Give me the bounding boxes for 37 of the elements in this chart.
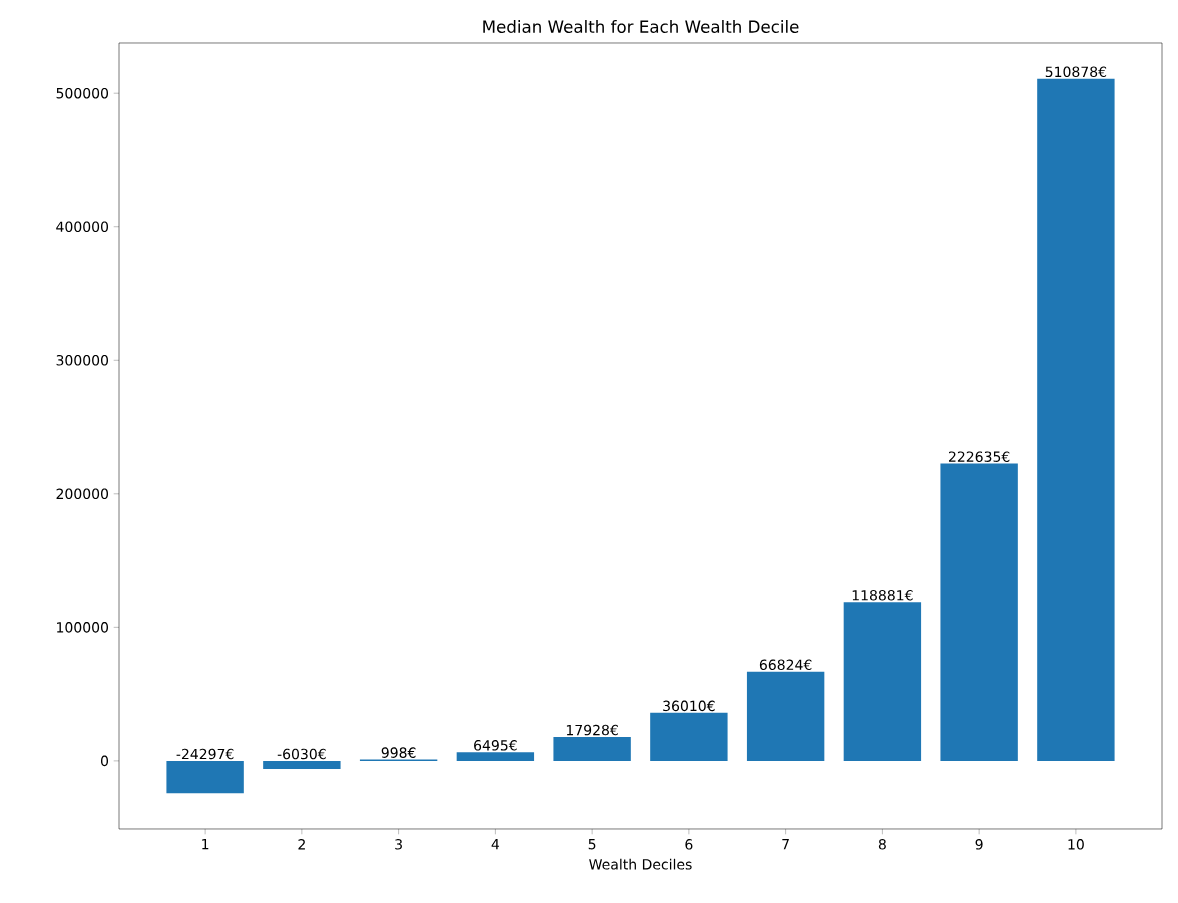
data-label: 510878€ bbox=[1045, 66, 1107, 78]
y-tick-label: 400000 bbox=[56, 221, 109, 233]
x-tick-label: 9 bbox=[975, 839, 983, 850]
x-axis-title: Wealth Deciles bbox=[589, 858, 692, 870]
bar bbox=[843, 602, 922, 761]
data-label: 17928€ bbox=[566, 724, 618, 736]
x-tick-label: 8 bbox=[878, 839, 886, 850]
data-label: -24297€ bbox=[176, 748, 234, 760]
bar bbox=[263, 760, 341, 769]
y-tick-label: 500000 bbox=[56, 87, 109, 99]
data-label: -6030€ bbox=[277, 748, 326, 760]
data-label: 66824€ bbox=[759, 659, 812, 671]
chart-title: Median Wealth for Each Wealth Decile bbox=[483, 20, 799, 33]
data-label: 998€ bbox=[381, 747, 416, 758]
bar bbox=[166, 760, 244, 794]
bar bbox=[456, 752, 535, 761]
x-tick-label: 10 bbox=[1068, 839, 1084, 850]
y-tick-label: 100000 bbox=[57, 622, 109, 633]
bar bbox=[940, 463, 1018, 761]
x-tick-label: 3 bbox=[395, 839, 402, 850]
x-tick-label: 2 bbox=[298, 839, 305, 850]
x-tick-label: 4 bbox=[491, 839, 500, 850]
y-tick-label: 200000 bbox=[56, 488, 109, 500]
bar bbox=[650, 712, 728, 761]
data-label: 118881€ bbox=[852, 589, 913, 601]
x-tick-label: 6 bbox=[685, 839, 693, 850]
y-tick-label: 0 bbox=[100, 755, 109, 767]
bar bbox=[553, 736, 631, 761]
data-label: 36010€ bbox=[663, 700, 715, 712]
x-tick-label: 1 bbox=[202, 839, 209, 850]
x-tick-label: 5 bbox=[588, 839, 596, 850]
y-tick-label: 300000 bbox=[56, 354, 109, 366]
bar bbox=[746, 671, 825, 761]
x-tick-label: 7 bbox=[782, 839, 789, 850]
data-label: 6495€ bbox=[474, 740, 517, 751]
bar bbox=[1037, 78, 1115, 761]
data-label: 222635€ bbox=[948, 451, 1010, 462]
